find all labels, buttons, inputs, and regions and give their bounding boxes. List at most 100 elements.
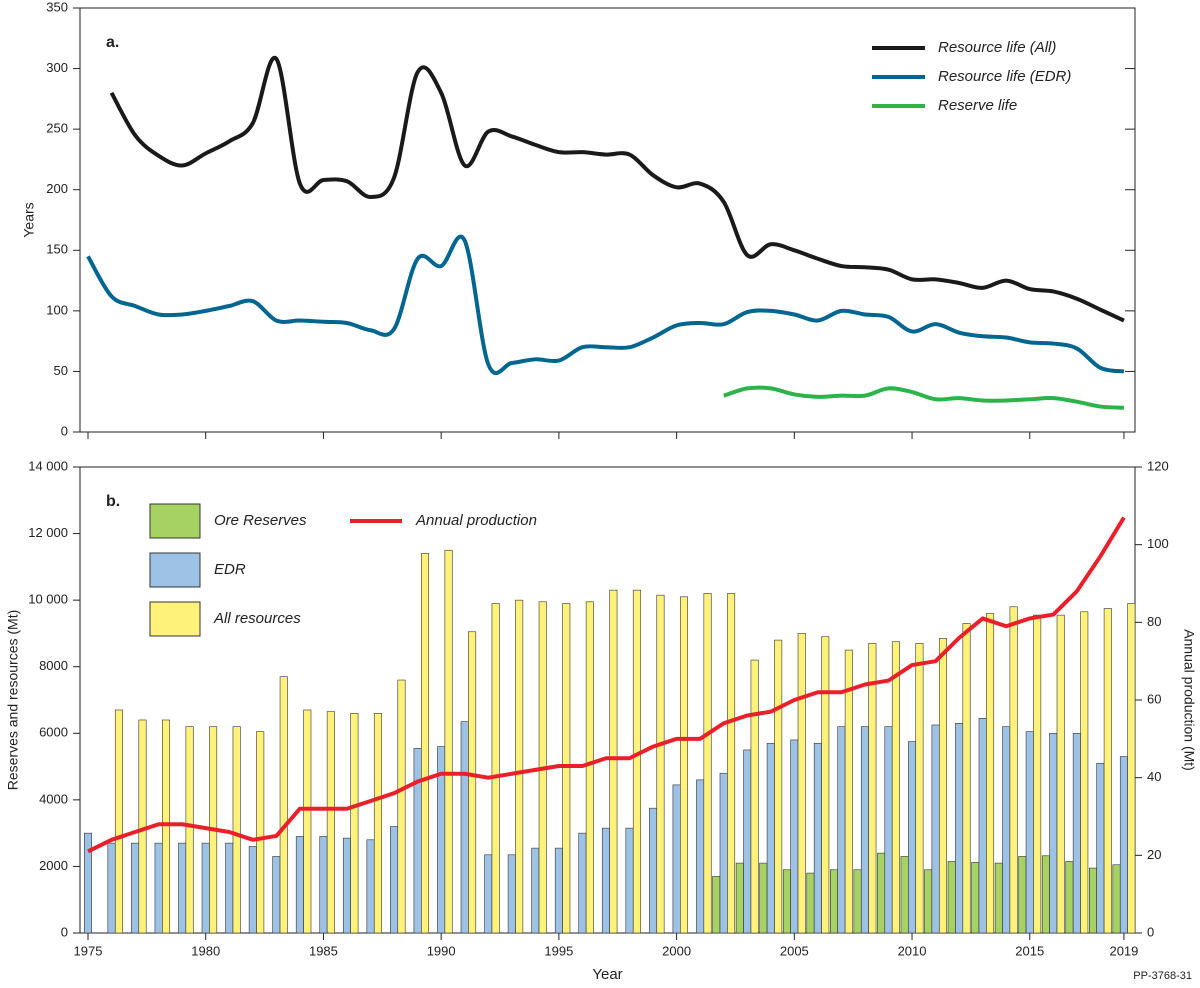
- bar: [962, 623, 971, 934]
- bar: [877, 852, 886, 934]
- bar: [938, 638, 947, 934]
- x-tick-label: 1990: [427, 943, 456, 958]
- bar: [601, 827, 610, 934]
- bar: [813, 742, 822, 934]
- y-tick-label: 200: [46, 181, 68, 196]
- bar: [853, 869, 862, 934]
- x-tick-label: 2000: [662, 943, 691, 958]
- y2-tick-label: 80: [1147, 614, 1161, 629]
- bar: [162, 719, 171, 934]
- line-series: [723, 385, 1125, 410]
- bar: [884, 726, 893, 934]
- bar: [908, 741, 917, 934]
- x-tick-label: 2015: [1015, 943, 1044, 958]
- legend-label: All resources: [213, 610, 301, 627]
- bar: [868, 643, 877, 934]
- bar: [649, 807, 658, 934]
- bar: [1056, 614, 1065, 934]
- bar: [256, 731, 265, 934]
- bar: [672, 784, 681, 934]
- y-tick-label: 2000: [39, 858, 68, 873]
- x-tick-label: 1975: [74, 943, 103, 958]
- bar: [955, 722, 964, 934]
- bar: [295, 836, 304, 934]
- bar: [790, 739, 799, 934]
- bar: [696, 779, 705, 934]
- bar: [460, 721, 469, 934]
- x-tick-label: 2019: [1109, 943, 1138, 958]
- bar: [844, 649, 853, 934]
- y-tick-label: 0: [61, 423, 68, 438]
- bar: [1009, 606, 1018, 934]
- y2-tick-label: 100: [1147, 536, 1169, 551]
- bar: [632, 589, 641, 934]
- y-tick-label: 12 000: [28, 525, 68, 540]
- y-tick-label: 250: [46, 121, 68, 136]
- bar: [138, 719, 147, 934]
- y2-tick-label: 0: [1147, 924, 1154, 939]
- bar: [272, 856, 281, 934]
- bar: [107, 842, 116, 934]
- bar: [821, 636, 830, 934]
- y2-axis-title: Annual production (Mt): [1181, 629, 1197, 771]
- bar: [994, 862, 1003, 934]
- bar: [515, 599, 524, 934]
- bar: [342, 837, 351, 934]
- bar: [837, 726, 846, 934]
- x-tick-label: 2010: [898, 943, 927, 958]
- bar: [491, 603, 500, 934]
- y-tick-label: 14 000: [28, 458, 68, 473]
- bar: [1103, 608, 1112, 934]
- x-tick-label: 1995: [544, 943, 573, 958]
- bar: [750, 659, 759, 934]
- y2-tick-label: 60: [1147, 691, 1161, 706]
- bar: [1072, 732, 1081, 934]
- y-tick-label: 4000: [39, 791, 68, 806]
- bar: [759, 862, 768, 934]
- bar: [703, 593, 712, 934]
- bar: [915, 643, 924, 934]
- bar: [185, 726, 194, 934]
- bar: [1065, 861, 1074, 934]
- bar: [1127, 603, 1136, 934]
- legend-swatch: [149, 503, 201, 539]
- bar: [743, 749, 752, 934]
- bar: [585, 601, 594, 934]
- bar: [797, 633, 806, 934]
- bar: [554, 847, 563, 934]
- bar: [248, 846, 257, 934]
- panel-label: b.: [106, 493, 120, 510]
- footer: PP-3768-31: [1133, 970, 1192, 982]
- bar: [1002, 726, 1011, 934]
- bar: [225, 842, 234, 934]
- bar: [413, 747, 422, 934]
- line-series: [86, 234, 1125, 375]
- y-tick-label: 100: [46, 302, 68, 317]
- bar: [735, 862, 744, 934]
- legend-swatch: [149, 552, 201, 588]
- bar: [84, 832, 93, 934]
- bar: [766, 742, 775, 934]
- y-axis-title: Reserves and resources (Mt): [5, 610, 21, 791]
- y-tick-label: 6000: [39, 725, 68, 740]
- y-tick-label: 350: [46, 0, 68, 14]
- bar: [978, 718, 987, 934]
- bar: [131, 842, 140, 934]
- bar: [232, 726, 241, 934]
- bar: [891, 641, 900, 934]
- legend-label: Reserve life: [938, 97, 1017, 114]
- bar: [507, 854, 516, 934]
- y-axis-title: Years: [21, 202, 37, 237]
- bar: [860, 726, 869, 934]
- bar: [727, 593, 736, 934]
- bar: [326, 711, 335, 934]
- bar: [444, 549, 453, 934]
- bar: [774, 639, 783, 934]
- bar: [562, 603, 571, 934]
- bar: [154, 842, 163, 934]
- bar: [656, 594, 665, 934]
- y-tick-label: 8000: [39, 658, 68, 673]
- plot-frame: [79, 7, 1136, 433]
- legend-label: EDR: [214, 561, 246, 578]
